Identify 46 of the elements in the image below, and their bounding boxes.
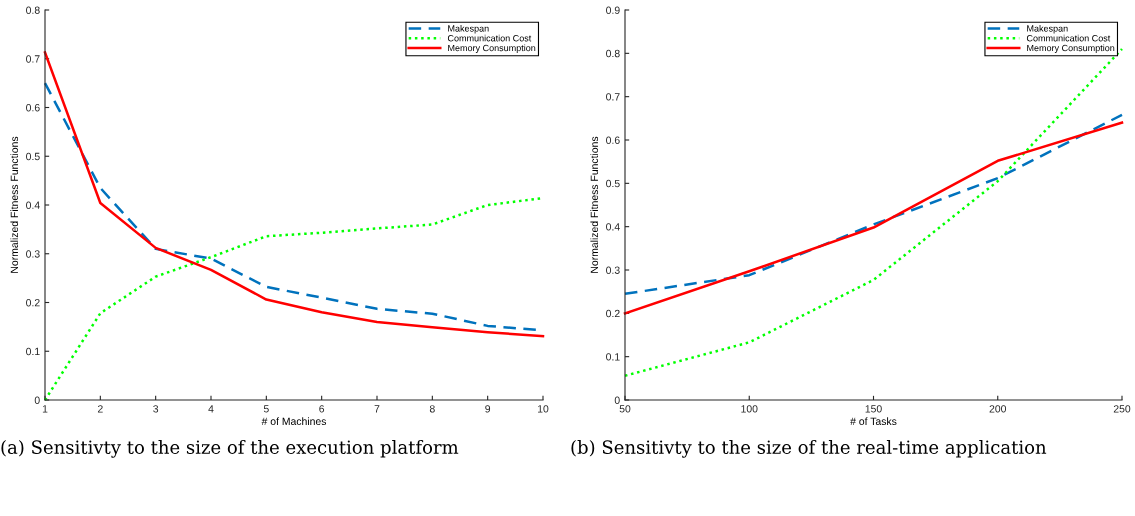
- y-tick-label: 0.9: [606, 6, 620, 14]
- text: (a) Sensitivty to the size of the execution platform: [1, 440, 459, 458]
- x-tick-label: 50: [619, 405, 631, 413]
- legend-label: Makespan: [1027, 25, 1068, 34]
- y-tick-label: 0: [34, 396, 40, 404]
- y-axis-title: Normalized Fitness Functions: [10, 136, 19, 273]
- text: (b) Sensitivty to the size of the real-time application: [571, 440, 1047, 458]
- y-tick-label: 0: [614, 396, 620, 404]
- y-tick-label: 0.3: [26, 250, 40, 258]
- x-tick-label: 1: [42, 405, 48, 413]
- y-axis-title: Normalized Fitness Functions: [590, 136, 599, 273]
- y-tick-label: 0.6: [606, 136, 620, 144]
- legend-label: Memory Consumption: [1027, 44, 1115, 53]
- y-tick-label: 0.5: [606, 179, 620, 188]
- y-tick-label: 0.2: [606, 309, 620, 318]
- legend-label: Communication Cost: [447, 34, 532, 42]
- x-tick-label: 2: [97, 405, 103, 413]
- y-tick-label: 0.8: [606, 49, 620, 58]
- y-tick-label: 0.8: [26, 6, 40, 14]
- x-tick-label: 200: [989, 405, 1007, 413]
- x-tick-label: 7: [374, 405, 380, 413]
- y-tick-label: 0.3: [606, 266, 620, 274]
- x-axis-title: # of Tasks: [850, 417, 897, 425]
- x-tick-label: 3: [153, 405, 159, 413]
- y-tick-label: 0.2: [26, 299, 40, 307]
- y-tick-label: 0.1: [26, 347, 40, 356]
- y-tick-label: 0.7: [26, 55, 40, 63]
- x-tick-label: 4: [208, 405, 214, 413]
- y-tick-label: 0.1: [606, 353, 620, 361]
- x-tick-label: 250: [1113, 405, 1131, 413]
- x-tick-label: 6: [319, 405, 325, 413]
- y-tick-label: 0.4: [606, 223, 620, 231]
- y-tick-label: 0.4: [26, 201, 40, 209]
- x-tick-label: 9: [485, 405, 491, 413]
- legend-label: Memory Consumption: [448, 44, 536, 53]
- x-tick-label: 100: [741, 405, 758, 413]
- x-tick-label: 8: [429, 405, 435, 413]
- legend-label: Makespan: [448, 25, 489, 34]
- x-tick-label: 10: [538, 405, 549, 413]
- y-tick-label: 0.7: [606, 93, 620, 101]
- x-axis-title: # of Machines: [261, 417, 327, 425]
- y-tick-label: 0.6: [26, 104, 40, 112]
- legend-label: Communication Cost: [1026, 34, 1111, 42]
- y-tick-label: 0.5: [26, 152, 40, 161]
- x-tick-label: 150: [865, 405, 882, 413]
- x-tick-label: 5: [263, 405, 269, 413]
